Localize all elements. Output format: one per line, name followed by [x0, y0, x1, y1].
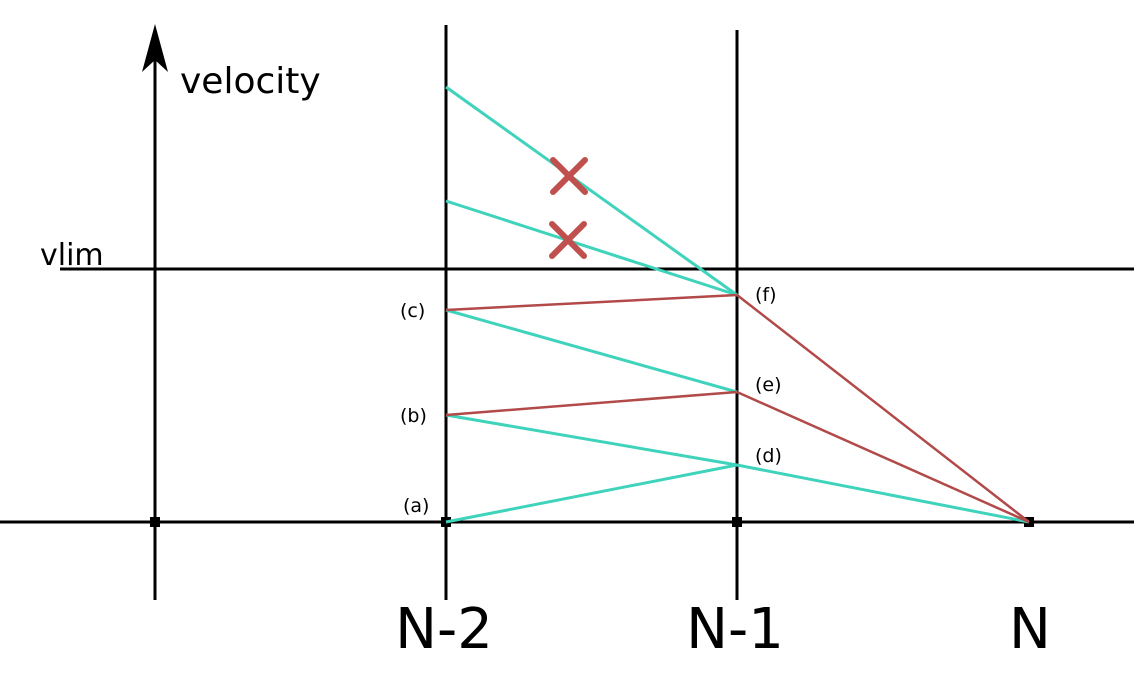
edge-d-to-n [736, 463, 1030, 524]
edge-e-to-n [736, 390, 1030, 524]
point-label-d: (d) [755, 445, 782, 467]
point-label-a: (a) [403, 495, 429, 517]
chosen-transitions [445, 293, 1030, 524]
vlim-label: vlim [40, 238, 104, 273]
edge-top-to-f [445, 85, 738, 297]
axes [0, 25, 1134, 600]
point-label-f: (f) [755, 284, 777, 306]
velocity-axis-arrowhead [142, 24, 168, 72]
rejected-marks [549, 157, 588, 259]
x-tick-label-n-2: N-2 [395, 597, 493, 662]
x-tick-label-n-1: N-1 [686, 597, 784, 662]
tick-marker-n-1 [732, 517, 742, 527]
edge-b-to-d [445, 413, 738, 467]
edge-b-to-e [445, 390, 738, 417]
tick-marker-origin [150, 517, 160, 527]
x-tick-label-n: N [1009, 597, 1051, 662]
edge-f-to-n [736, 294, 1030, 523]
point-label-c: (c) [400, 300, 425, 322]
edge-c-to-e [445, 308, 738, 394]
feasible-transitions [445, 85, 1030, 524]
edge-c-to-f [445, 293, 738, 312]
reject-x-icon [549, 221, 587, 259]
edge-a-to-d [445, 463, 738, 524]
edge-second-to-f [445, 199, 738, 297]
velocity-axis-label: velocity [180, 61, 321, 102]
reject-x-icon [550, 157, 588, 195]
point-label-e: (e) [755, 374, 782, 396]
point-label-b: (b) [400, 405, 427, 427]
